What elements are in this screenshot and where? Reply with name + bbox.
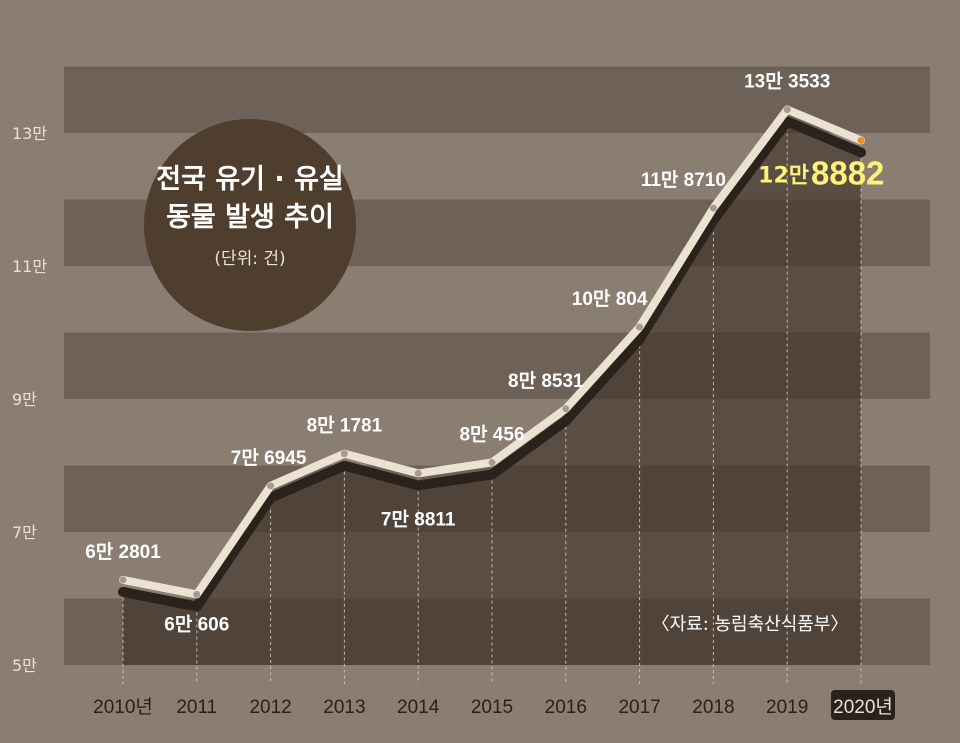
series-line-shadow [118,116,866,612]
x-tick-label: 2013 [323,697,365,718]
y-tick-label: 13만 [12,124,47,143]
data-label: 6만 2801 [85,541,161,563]
x-tick-label: 2015 [471,697,513,718]
data-label: 7만 8811 [381,508,456,530]
source-note: 〈자료: 농림축산식품부〉 [652,614,849,635]
area-under-line [123,121,861,665]
y-tick-label: 7만 [12,523,37,542]
x-tick-label: 2019 [766,697,808,718]
data-point [857,136,865,144]
x-tick-label: 2017 [618,697,660,718]
highlight-label-value: 8882 [811,154,884,191]
title-circle [144,119,356,331]
x-tick-label: 2018 [692,697,734,718]
data-label: 13만 3533 [744,71,830,93]
data-label: 11만 8710 [641,169,726,191]
title-badge: 전국 유기 · 유실 동물 발생 추이 (단위: 건) [144,119,356,331]
area-fill [123,121,861,665]
data-point [636,323,644,331]
chart-title-line-1: 전국 유기 · 유실 [156,164,344,195]
x-tick-label: 2014 [397,697,440,718]
data-point [488,458,496,466]
guide-lines [122,109,862,684]
data-label: 8만 456 [459,423,524,445]
y-tick-label: 11만 [12,257,47,276]
data-point [193,590,201,598]
y-tick-label: 9만 [12,390,37,409]
data-label: 7만 6945 [231,447,307,469]
x-axis-ticks: 2010년 2011 2012 2013 2014 2015 2016 2017 2018 201… [93,690,895,720]
data-point [709,204,717,212]
data-point [414,469,422,477]
x-tick-label: 2012 [249,697,291,718]
data-label: 8만 1781 [307,415,383,437]
data-label: 10만 804 [572,288,648,310]
x-tick-label: 2011 [176,697,217,718]
x-tick-label: 2016 [545,697,587,718]
unit-note: (단위: 건) [214,249,285,269]
x-tick-label: 2020년 [833,696,893,718]
highlight-label-prefix: 12만 [758,163,809,188]
data-label: 6만 606 [164,613,229,635]
data-label: 8만 8531 [508,370,584,392]
x-tick-label: 2010년 [93,696,153,718]
data-point [340,450,348,458]
y-axis-ticks: 5만 7만 9만 11만 13만 [12,124,47,675]
data-point [783,106,791,114]
y-tick-label: 5만 [12,656,37,675]
data-point [267,482,275,490]
x-tick-highlight-box [831,690,895,720]
data-point [562,405,570,413]
chart-title-line-2: 동물 발생 추이 [166,202,334,233]
data-point [119,576,127,584]
data-markers [119,106,865,598]
